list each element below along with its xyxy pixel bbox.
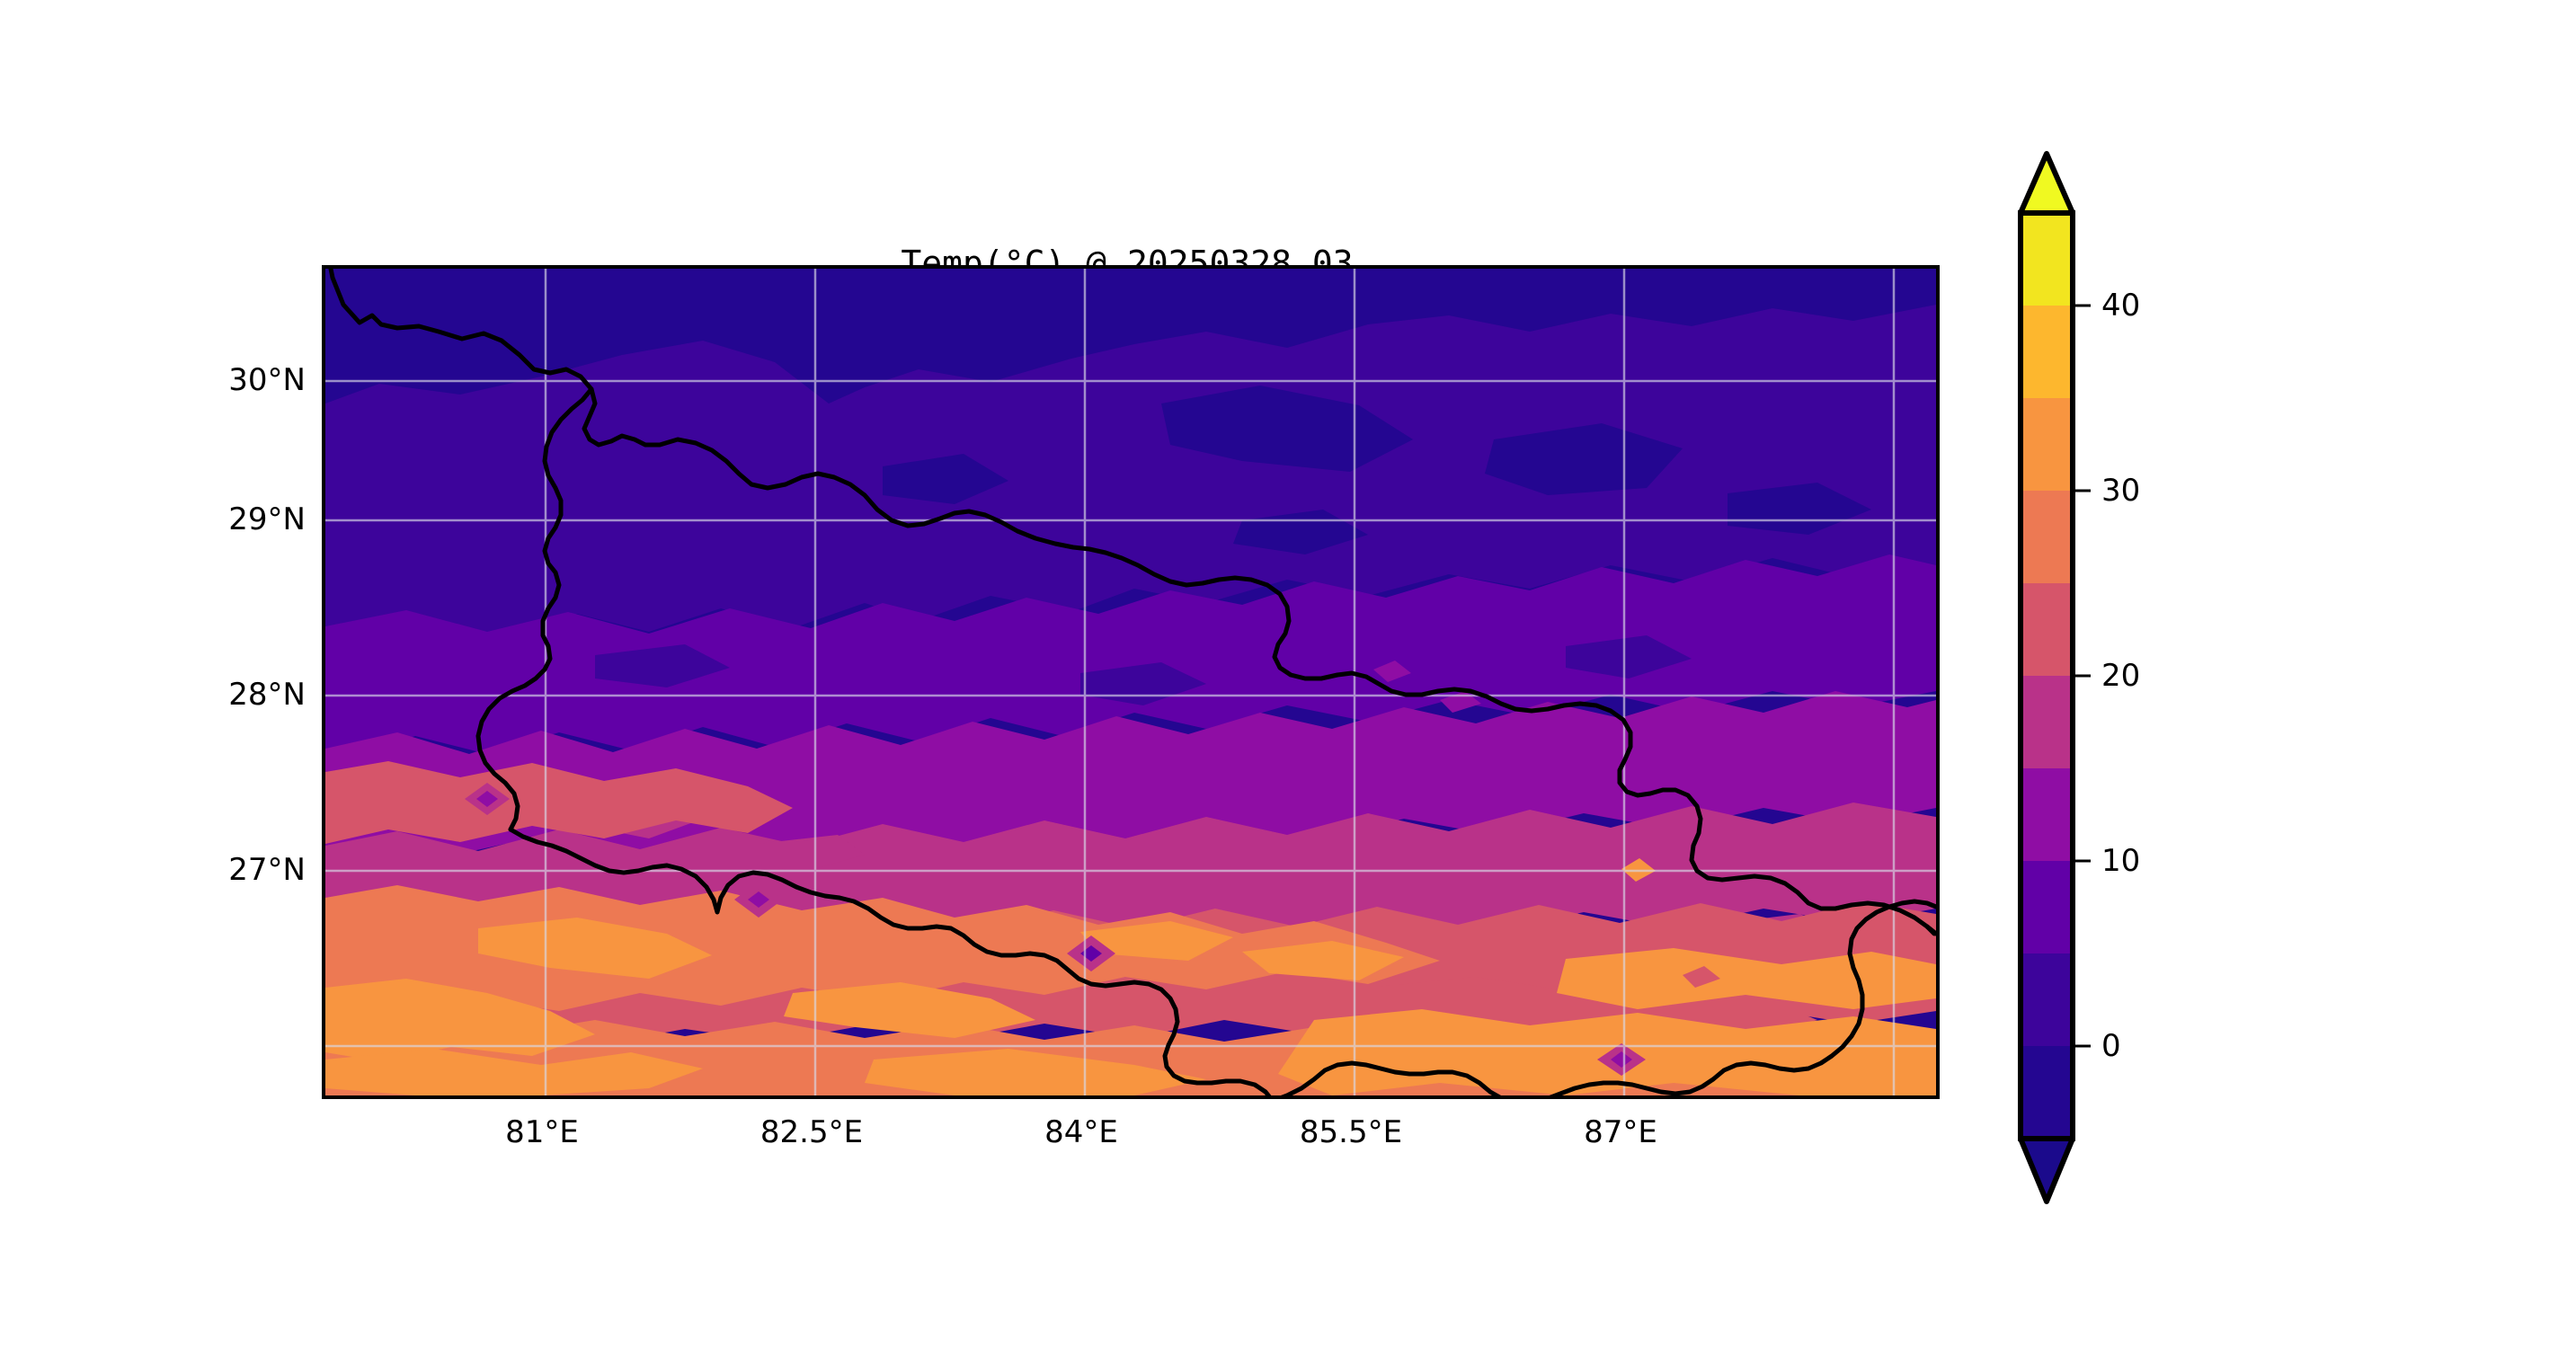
temperature-contour-map[interactable]: [322, 265, 1940, 1099]
y-tick-label-27N: 27°N: [228, 852, 306, 888]
colorbar-tick-mark-20: [2071, 674, 2091, 678]
contour-field-svg: [325, 269, 1936, 1095]
colorbar-tick-label-30: 30: [2101, 473, 2141, 509]
colorbar-swatches: [2018, 151, 2075, 1204]
colorbar-tick-mark-30: [2071, 489, 2091, 492]
colorbar-tick-mark-0: [2071, 1044, 2091, 1048]
colorbar-tick-label-40: 40: [2101, 288, 2141, 324]
x-tick-label-81E: 81°E: [505, 1114, 579, 1150]
colorbar[interactable]: 40 30 20 10 0: [2017, 148, 2341, 1218]
cold-peak-cells: [465, 783, 1646, 1076]
colorbar-tick-mark-10: [2071, 859, 2091, 863]
x-tick-label-825E: 82.5°E: [759, 1114, 864, 1150]
x-tick-label-855E: 85.5°E: [1299, 1114, 1403, 1150]
colorbar-tick-mark-40: [2071, 304, 2091, 307]
colorbar-tick-label-20: 20: [2101, 658, 2141, 694]
y-tick-label-28N: 28°N: [228, 677, 306, 713]
x-tick-label-84E: 84°E: [1044, 1114, 1118, 1150]
y-tick-label-30N: 30°N: [228, 362, 306, 398]
colorbar-tick-label-0: 0: [2101, 1028, 2121, 1064]
x-tick-label-87E: 87°E: [1584, 1114, 1657, 1150]
y-tick-label-29N: 29°N: [228, 501, 306, 537]
nepal-border-outline: [328, 269, 1936, 1095]
contour-bands: [325, 269, 1936, 1095]
map-gridlines: [325, 269, 1936, 1095]
colorbar-tick-label-10: 10: [2101, 843, 2141, 879]
